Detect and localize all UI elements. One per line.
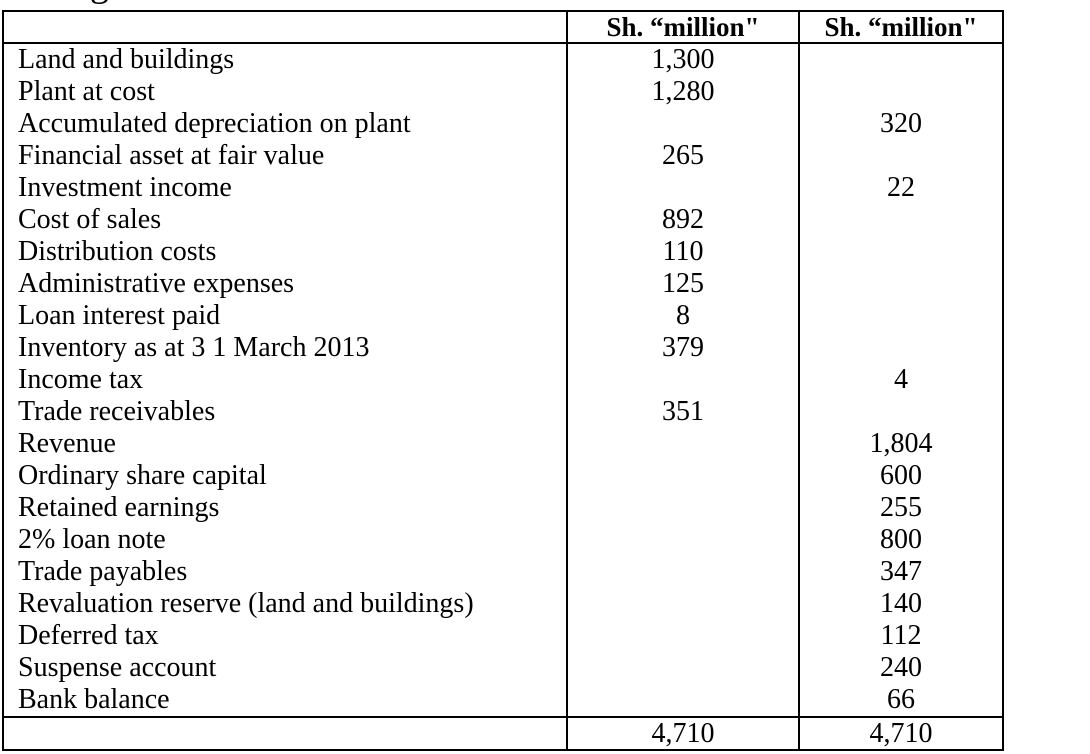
account-label-cell: Bank balance [2,684,568,717]
debit-amount-cell: 8 [566,300,800,332]
credit-amount-cell: 255 [798,492,1004,524]
debit-amount-cell [566,620,800,652]
account-label-cell: Retained earnings [2,492,568,524]
table-row: Trade payables 347 [2,556,1004,588]
table-row: Cost of sales 892 [2,204,1004,236]
debit-amount-cell: 110 [566,236,800,268]
account-label-cell: Land and buildings [2,43,568,76]
account-label-cell: Revenue [2,428,568,460]
debit-amount-cell: 1,280 [566,76,800,108]
credit-amount-cell: 800 [798,524,1004,556]
debit-amount-cell: 351 [566,396,800,428]
credit-amount-cell: 22 [798,172,1004,204]
credit-amount-cell: 4 [798,364,1004,396]
account-label-cell: Investment income [2,172,568,204]
credit-amount-cell [798,300,1004,332]
account-label-cell: Administrative expenses [2,268,568,300]
debit-amount-cell: 892 [566,204,800,236]
account-label-cell: Suspense account [2,652,568,684]
table-row: Retained earnings 255 [2,492,1004,524]
table-row: Plant at cost 1,280 [2,76,1004,108]
debit-amount-cell [566,524,800,556]
account-label-cell: Cost of sales [2,204,568,236]
table-row: Inventory as at 3 1 March 2013 379 [2,332,1004,364]
table-row: Land and buildings 1,300 [2,43,1004,76]
table-row: Financial asset at fair value 265 [2,140,1004,172]
credit-amount-cell [798,204,1004,236]
credit-amount-cell: 66 [798,684,1004,717]
debit-amount-cell [566,588,800,620]
table-row: Investment income 22 [2,172,1004,204]
debit-amount-cell [566,108,800,140]
account-label-cell: Plant at cost [2,76,568,108]
credit-amount-cell: 140 [798,588,1004,620]
credit-amount-cell [798,268,1004,300]
cropped-letter-descender: g [90,0,109,6]
totals-label-cell [2,716,568,751]
totals-debit-cell: 4,710 [566,716,800,751]
debit-amount-cell [566,556,800,588]
totals-row: 4,710 4,710 [2,716,1004,751]
account-label-cell: Deferred tax [2,620,568,652]
debit-amount-cell [566,460,800,492]
debit-amount-cell: 265 [566,140,800,172]
credit-amount-cell: 1,804 [798,428,1004,460]
account-label-cell: Inventory as at 3 1 March 2013 [2,332,568,364]
table-row: 2% loan note 800 [2,524,1004,556]
debit-amount-cell [566,364,800,396]
table-body: Land and buildings 1,300 Plant at cost 1… [2,43,1004,717]
cropped-line-artifact: g [0,0,220,8]
table-row: Distribution costs 110 [2,236,1004,268]
debit-amount-cell [566,684,800,717]
credit-amount-cell: 320 [798,108,1004,140]
account-label-cell: Trade receivables [2,396,568,428]
table-row: Revaluation reserve (land and buildings)… [2,588,1004,620]
debit-amount-cell [566,652,800,684]
table-header-row: Sh. “million" Sh. “million" [2,10,1004,44]
table-row: Accumulated depreciation on plant 320 [2,108,1004,140]
credit-amount-cell [798,332,1004,364]
credit-amount-cell: 347 [798,556,1004,588]
table-row: Deferred tax 112 [2,620,1004,652]
credit-amount-cell [798,43,1004,76]
credit-amount-cell [798,140,1004,172]
account-label-cell: Income tax [2,364,568,396]
credit-amount-cell: 600 [798,460,1004,492]
debit-amount-cell [566,428,800,460]
table-row: Revenue 1,804 [2,428,1004,460]
debit-amount-cell: 1,300 [566,43,800,76]
credit-amount-cell [798,236,1004,268]
account-label-cell: Financial asset at fair value [2,140,568,172]
account-label-cell: Loan interest paid [2,300,568,332]
credit-amount-cell [798,396,1004,428]
table-row: Ordinary share capital 600 [2,460,1004,492]
debit-amount-cell: 379 [566,332,800,364]
table-row: Loan interest paid 8 [2,300,1004,332]
header-account-column [2,10,568,44]
account-label-cell: 2% loan note [2,524,568,556]
table-row: Administrative expenses 125 [2,268,1004,300]
debit-amount-cell: 125 [566,268,800,300]
trial-balance-table: Sh. “million" Sh. “million" Land and bui… [2,10,1004,751]
header-debit-column: Sh. “million" [566,10,800,44]
account-label-cell: Distribution costs [2,236,568,268]
account-label-cell: Trade payables [2,556,568,588]
credit-amount-cell: 112 [798,620,1004,652]
account-label-cell: Revaluation reserve (land and buildings) [2,588,568,620]
table-row: Suspense account 240 [2,652,1004,684]
debit-amount-cell [566,172,800,204]
table-row: Income tax 4 [2,364,1004,396]
totals-credit-cell: 4,710 [798,716,1004,751]
debit-amount-cell [566,492,800,524]
header-credit-column: Sh. “million" [798,10,1004,44]
account-label-cell: Ordinary share capital [2,460,568,492]
credit-amount-cell [798,76,1004,108]
account-label-cell: Accumulated depreciation on plant [2,108,568,140]
table-row: Bank balance 66 [2,684,1004,717]
table-row: Trade receivables 351 [2,396,1004,428]
credit-amount-cell: 240 [798,652,1004,684]
